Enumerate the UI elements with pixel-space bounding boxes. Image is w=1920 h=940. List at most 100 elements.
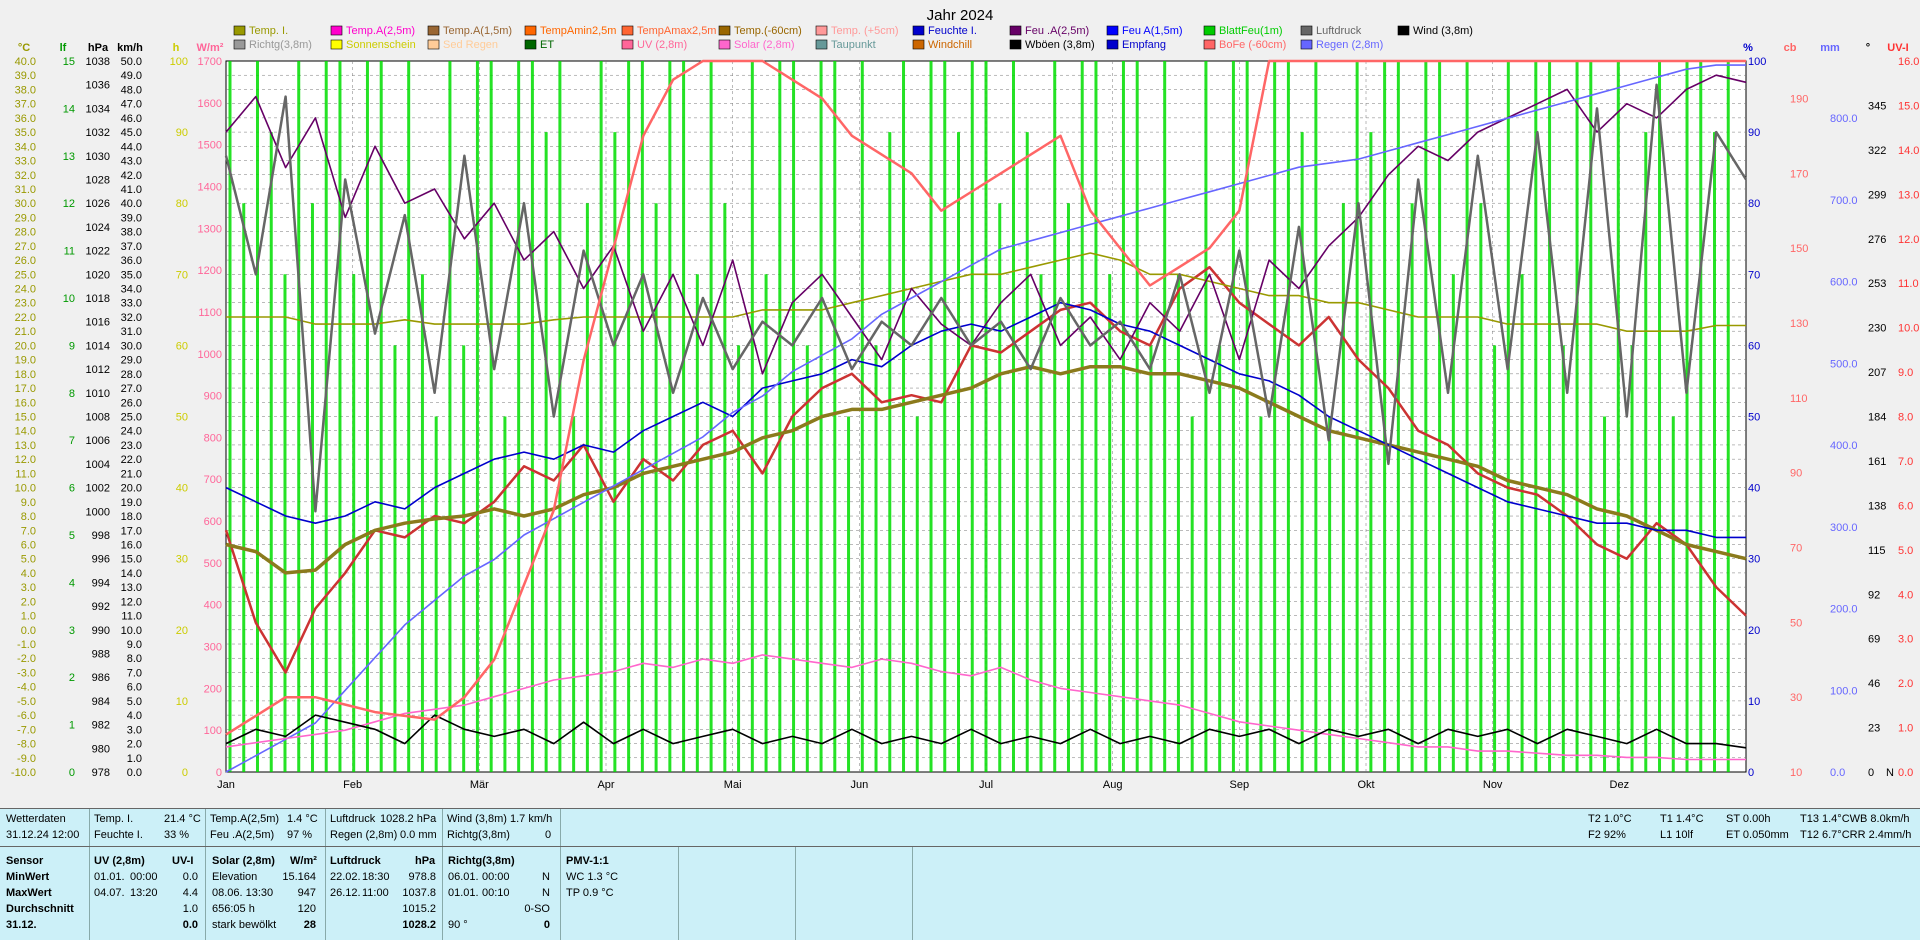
axis-tick-lf: 9	[69, 340, 75, 352]
axis-tick-km-h: 2.0	[127, 739, 142, 751]
axis-tick-c: -8.0	[17, 739, 36, 751]
series-line-temp-60cm	[225, 364, 1747, 575]
axis-tick-w-m: 1400	[198, 181, 222, 193]
axis-unit-lf: lf	[60, 42, 67, 54]
axis-tick-w-m: 600	[204, 516, 222, 528]
legend-label-blattfeu-1m: BlattFeu(1m)	[1219, 25, 1283, 37]
axis-tick-c: -6.0	[17, 710, 36, 722]
dir-header: Richtg(3,8m)	[448, 855, 515, 867]
axis-tick-lf: 11	[64, 246, 75, 258]
t12-value: T12 6.7°CRR 2.4mm/h	[1800, 829, 1912, 841]
axis-tick-km-h: 17.0	[121, 525, 142, 537]
axis-tick-uv-i: 0.0	[1898, 767, 1913, 779]
axis-tick-hpa: 1014	[86, 340, 110, 352]
axis-tick-c: 29.0	[15, 212, 36, 224]
legend-swatch-feu-a-2-5m	[1009, 25, 1022, 36]
hum-indoor-label: Feuchte I.	[94, 829, 143, 841]
axis-tick-: 20	[1748, 625, 1760, 637]
axis-tick-km-h: 38.0	[121, 227, 142, 239]
legend-swatch-tempamin2-5m	[524, 25, 537, 36]
stat-label-avg: Durchschnitt	[6, 903, 74, 915]
axis-tick-km-h: 47.0	[121, 99, 142, 111]
axis-tick-uv-i: 7.0	[1898, 456, 1913, 468]
axis-tick-c: 23.0	[15, 298, 36, 310]
legend-label-sonnenschein: Sonnenschein	[346, 39, 416, 51]
axis-tick-hpa: 988	[92, 649, 110, 661]
axis-tick-uv-i: 13.0	[1898, 189, 1919, 201]
axis-tick-c: 32.0	[15, 170, 36, 182]
legend-label-richtg-3-8m: Richtg(3,8m)	[249, 39, 312, 51]
axis-tick-: 69	[1868, 634, 1880, 646]
axis-tick-c: 21.0	[15, 326, 36, 338]
axis-tick-uv-i: 3.0	[1898, 634, 1913, 646]
legend-label-empfang: Empfang	[1122, 39, 1166, 51]
axis-tick-c: 22.0	[15, 312, 36, 324]
axis-tick-km-h: 20.0	[121, 483, 142, 495]
axis-tick-: 90	[1748, 127, 1760, 139]
press-min-time: 18:30	[362, 871, 390, 883]
axis-tick-h: 100	[170, 56, 188, 68]
solar-elevation-label: Elevation	[212, 871, 258, 883]
legend-swatch-temp-5cm	[815, 25, 828, 36]
axis-tick-hpa: 1034	[86, 103, 110, 115]
axis-tick-uv-i: 15.0	[1898, 100, 1919, 112]
legend-label-feuchte-i: Feuchte I.	[928, 25, 977, 37]
legend-label-wind-3-8m: Wind (3,8m)	[1413, 25, 1473, 37]
axis-tick-uv-i: 14.0	[1898, 145, 1919, 157]
press-min-value: 978.8	[408, 871, 436, 883]
axis-tick-hpa: 1012	[86, 364, 110, 376]
hum-out-value: 97 %	[287, 829, 313, 841]
axis-tick-km-h: 43.0	[121, 156, 142, 168]
axis-tick-h: 70	[176, 269, 188, 281]
axis-tick-km-h: 29.0	[121, 355, 142, 367]
dir-min-date: 06.01.	[448, 871, 479, 883]
axis-tick-c: 2.0	[21, 596, 36, 608]
left-axes: °C40.039.038.037.036.035.034.033.032.031…	[11, 42, 224, 779]
axis-tick-cb: 70	[1790, 542, 1802, 554]
series-line-feuchte-i	[225, 301, 1746, 539]
axis-tick-km-h: 8.0	[127, 653, 142, 665]
axis-tick-km-h: 6.0	[127, 682, 142, 694]
axis-tick-km-h: 13.0	[121, 582, 142, 594]
axis-tick-c: -1.0	[17, 639, 36, 651]
month-label-apr: Apr	[597, 779, 614, 791]
axis-tick-lf: 3	[69, 625, 75, 637]
chart-legend: Temp. I. Richtg(3,8m) Temp.A(2,5m) Sonnensc…	[233, 25, 1473, 51]
axis-tick-c: 31.0	[15, 184, 36, 196]
axis-tick-uv-i: 1.0	[1898, 723, 1913, 735]
axis-tick-km-h: 10.0	[121, 625, 142, 637]
axis-tick-cb: 50	[1790, 617, 1802, 629]
axis-tick-km-h: 26.0	[121, 397, 142, 409]
axis-extra-label: N	[1886, 767, 1894, 779]
stat-label-day: 31.12.	[6, 919, 37, 931]
axis-tick-c: 27.0	[15, 241, 36, 253]
legend-label-taupunkt: Taupunkt	[831, 39, 876, 51]
legend-label-windchill: Windchill	[928, 39, 972, 51]
axis-tick-w-m: 300	[204, 642, 222, 654]
axis-tick-: 299	[1868, 189, 1886, 201]
axis-tick-hpa: 1002	[86, 483, 110, 495]
axis-tick-c: 20.0	[15, 340, 36, 352]
axis-tick-w-m: 1600	[198, 98, 222, 110]
weather-chart: Jahr 2024 Temp. I. Richtg(3,8m) Temp.A(2,5…	[10, 7, 1920, 791]
axis-tick-c: 13.0	[15, 440, 36, 452]
month-label-m-r: Mär	[470, 779, 489, 791]
axis-tick-hpa: 996	[92, 554, 110, 566]
axis-tick-lf: 12	[63, 198, 75, 210]
axis-tick-km-h: 27.0	[121, 383, 142, 395]
axis-tick-cb: 90	[1790, 468, 1802, 480]
legend-label-wb-en-3-8m: Wböen (3,8m)	[1025, 39, 1095, 51]
axis-tick-: 0	[1868, 767, 1874, 779]
uv-day-value: 0.0	[182, 919, 198, 931]
axis-unit-: %	[1743, 42, 1753, 54]
direction-label: Richtg(3,8m)	[447, 829, 510, 841]
month-label-okt: Okt	[1357, 779, 1374, 791]
right-axes: %1009080706050403020100cb190170150130110…	[1743, 42, 1919, 779]
legend-label-luftdruck: Luftdruck	[1316, 25, 1362, 37]
axis-tick-cb: 110	[1790, 393, 1808, 405]
axis-tick-: 10	[1748, 696, 1760, 708]
temp-out-label: Temp.A(2,5m)	[210, 813, 280, 825]
axis-tick-: 276	[1868, 234, 1886, 246]
axis-tick-h: 10	[176, 696, 188, 708]
axis-tick-: 161	[1868, 456, 1886, 468]
